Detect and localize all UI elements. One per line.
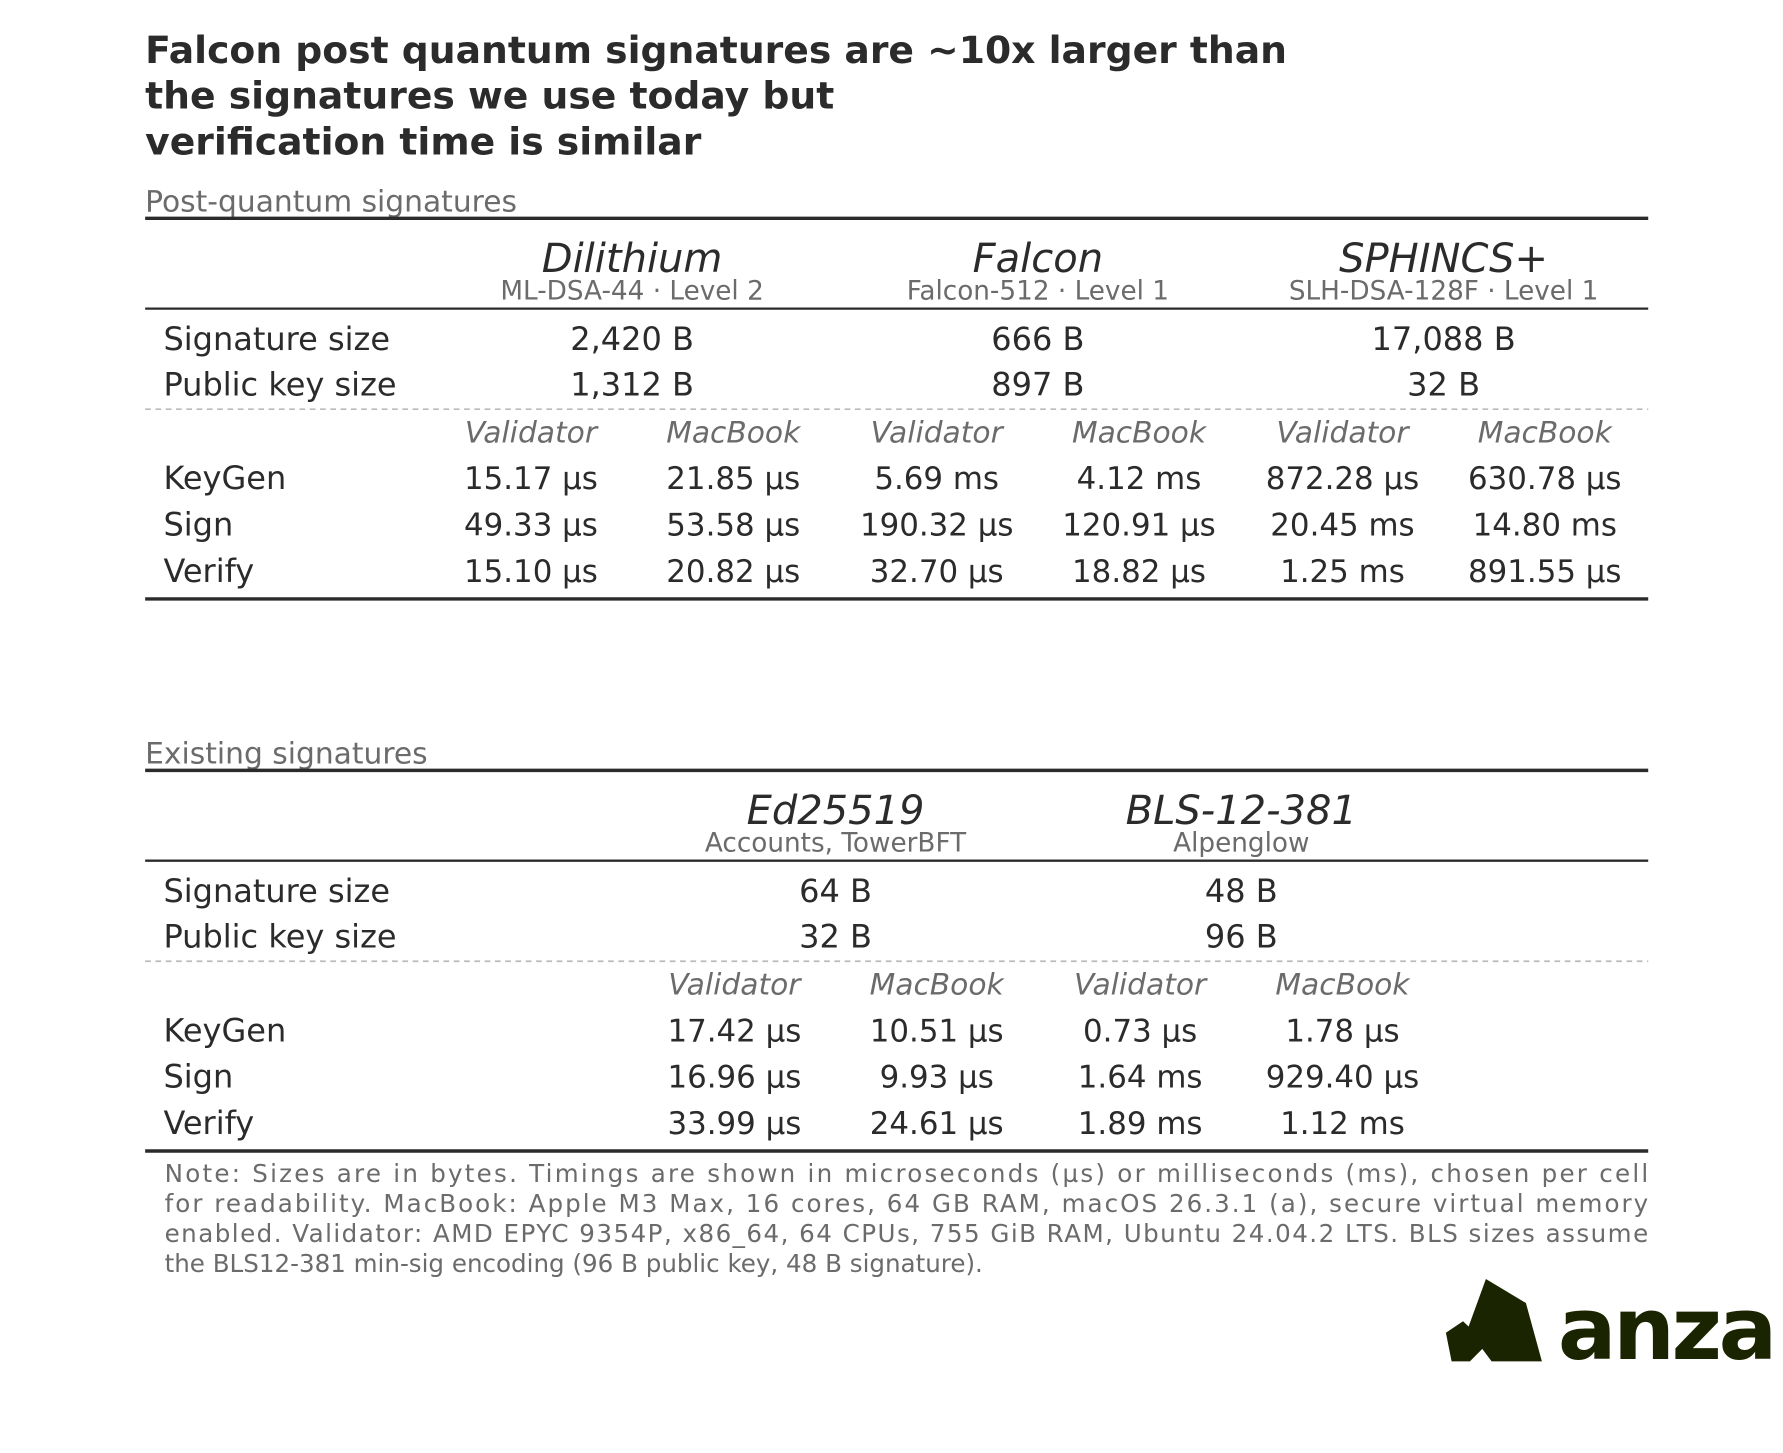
scheme-name: Ed25519 <box>747 788 925 834</box>
title: verification time is similar <box>145 119 702 163</box>
cell: 17,088 B <box>1372 320 1516 358</box>
machine-header: MacBook <box>666 415 802 450</box>
machine-header: Validator <box>871 415 1005 450</box>
scheme-name: SPHINCS+ <box>1339 236 1548 282</box>
cell: 96 B <box>1205 918 1278 956</box>
cell: 872.28 µs <box>1266 461 1420 497</box>
scheme-detail: Alpenglow <box>1173 829 1309 859</box>
cell: 9.93 µs <box>880 1060 994 1096</box>
cell: 1.25 ms <box>1280 554 1405 590</box>
machine-header: Validator <box>1074 967 1208 1002</box>
cell: 2,420 B <box>570 320 694 358</box>
cell: 1.78 µs <box>1285 1013 1399 1049</box>
machine-header: MacBook <box>870 967 1006 1002</box>
machine-header: MacBook <box>1275 967 1411 1002</box>
row-label: Public key size <box>163 918 396 956</box>
cell: 32.70 µs <box>870 554 1004 590</box>
cell: 32 B <box>799 918 872 956</box>
cell: 33.99 µs <box>667 1106 801 1142</box>
row-label: Signature size <box>163 872 390 910</box>
title: Falcon post quantum signatures are ~10x … <box>145 28 1287 72</box>
scheme-name: Dilithium <box>542 236 723 282</box>
note: Note: Sizes are in bytes. Timings are sh… <box>165 1159 1649 1188</box>
cell: 190.32 µs <box>860 507 1014 543</box>
cell: 15.17 µs <box>464 461 598 497</box>
machine-header: Validator <box>668 967 802 1002</box>
cell: 4.12 ms <box>1077 461 1202 497</box>
note: enabled. Validator: AMD EPYC 9354P, x86_… <box>165 1219 1649 1248</box>
row-label: KeyGen <box>163 459 286 497</box>
row-label: Verify <box>163 552 254 590</box>
cell: 14.80 ms <box>1473 507 1617 543</box>
cell: 24.61 µs <box>870 1106 1004 1142</box>
cell: 48 B <box>1205 872 1278 910</box>
cell: 20.45 ms <box>1270 507 1414 543</box>
cell: 18.82 µs <box>1072 554 1206 590</box>
note: the BLS12-381 min-sig encoding (96 B pub… <box>165 1249 983 1278</box>
cell: 120.91 µs <box>1062 507 1216 543</box>
scheme-detail: ML-DSA-44 · Level 2 <box>500 276 763 306</box>
cell: 21.85 µs <box>666 461 800 497</box>
machine-header: Validator <box>465 415 599 450</box>
cell: 15.10 µs <box>464 554 598 590</box>
logo-shape <box>1467 1279 1542 1362</box>
scheme-name: BLS-12-381 <box>1126 788 1357 834</box>
content: anza Falcon post quantum signatures are … <box>145 28 1777 1380</box>
row-label: Sign <box>163 505 233 543</box>
cell: 17.42 µs <box>667 1013 801 1049</box>
scheme-detail: SLH-DSA-128F · Level 1 <box>1289 276 1598 306</box>
scheme-detail: Accounts, TowerBFT <box>705 829 967 859</box>
cell: 929.40 µs <box>1266 1060 1420 1096</box>
scheme-detail: Falcon-512 · Level 1 <box>907 276 1169 306</box>
cell: 53.58 µs <box>666 507 800 543</box>
cell: 49.33 µs <box>464 507 598 543</box>
logo-shape <box>1445 1321 1488 1362</box>
machine-header: MacBook <box>1072 415 1208 450</box>
cell: 891.55 µs <box>1468 554 1622 590</box>
title: the signatures we use today but <box>145 74 834 118</box>
row-label: Public key size <box>163 365 396 403</box>
cell: 1.89 ms <box>1078 1106 1203 1142</box>
scheme-name: Falcon <box>973 236 1103 282</box>
cell: 666 B <box>991 320 1084 358</box>
cell: 1,312 B <box>570 365 694 403</box>
section-label: Post-quantum signatures <box>145 184 517 219</box>
note: for readability. MacBook: Apple M3 Max, … <box>165 1189 1649 1218</box>
cell: 64 B <box>799 872 872 910</box>
cell: 1.64 ms <box>1078 1060 1203 1096</box>
cell: 10.51 µs <box>870 1013 1004 1049</box>
row-label: KeyGen <box>163 1011 286 1049</box>
row-label: Sign <box>163 1058 233 1096</box>
cell: 0.73 µs <box>1083 1013 1197 1049</box>
cell: 897 B <box>991 365 1084 403</box>
cell: 32 B <box>1407 365 1480 403</box>
logo-mark <box>1445 1279 1542 1362</box>
row-label: Signature size <box>163 320 390 358</box>
logo-text: anza <box>1558 1279 1774 1380</box>
section-label: Existing signatures <box>145 737 427 772</box>
row-label: Verify <box>163 1104 254 1142</box>
machine-header: MacBook <box>1478 415 1614 450</box>
cell: 630.78 µs <box>1468 461 1622 497</box>
cell: 16.96 µs <box>667 1060 801 1096</box>
cell: 20.82 µs <box>666 554 800 590</box>
cell: 5.69 ms <box>874 461 999 497</box>
cell: 1.12 ms <box>1280 1106 1405 1142</box>
machine-header: Validator <box>1276 415 1410 450</box>
